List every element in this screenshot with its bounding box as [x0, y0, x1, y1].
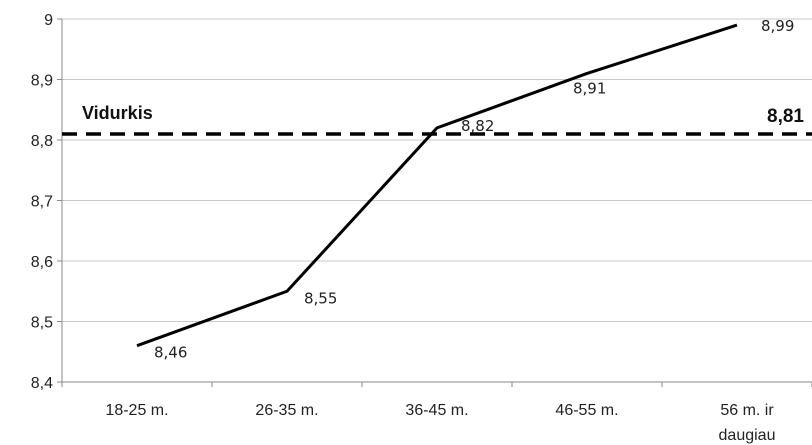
series-line [136, 23, 738, 348]
data-label: 8,99 [761, 17, 794, 35]
data-label: 8,82 [461, 117, 494, 135]
y-tick-label: 8,4 [31, 375, 53, 392]
average-label: Vidurkis [82, 103, 153, 123]
x-tick-label: 56 m. ir [720, 402, 774, 419]
y-tick-label: 8,8 [31, 133, 53, 150]
y-axis-ticks: 8,4 8,5 8,6 8,7 8,8 8,9 9 [31, 12, 63, 392]
gridlines [62, 18, 812, 383]
x-tick-label: 36-45 m. [405, 402, 468, 419]
data-label: 8,91 [573, 79, 606, 97]
data-labels: 8,46 8,55 8,82 8,91 8,99 [154, 17, 794, 362]
data-label: 8,46 [154, 344, 187, 362]
x-tick-label: 46-55 m. [555, 402, 618, 419]
x-tick-label: 18-25 m. [105, 402, 168, 419]
data-label: 8,55 [304, 289, 337, 307]
y-tick-label: 8,5 [31, 315, 53, 332]
y-tick-label: 9 [44, 12, 53, 29]
x-axis-ticks: 18-25 m. 26-35 m. 36-45 m. 46-55 m. 56 m. ir… [61, 382, 812, 444]
x-tick-label: daugiau [719, 427, 776, 444]
y-tick-label: 8,7 [31, 194, 53, 211]
y-tick-label: 8,9 [31, 73, 53, 90]
average-value-label: 8,81 [767, 106, 804, 127]
x-tick-label: 26-35 m. [255, 402, 318, 419]
y-tick-label: 8,6 [31, 254, 53, 271]
